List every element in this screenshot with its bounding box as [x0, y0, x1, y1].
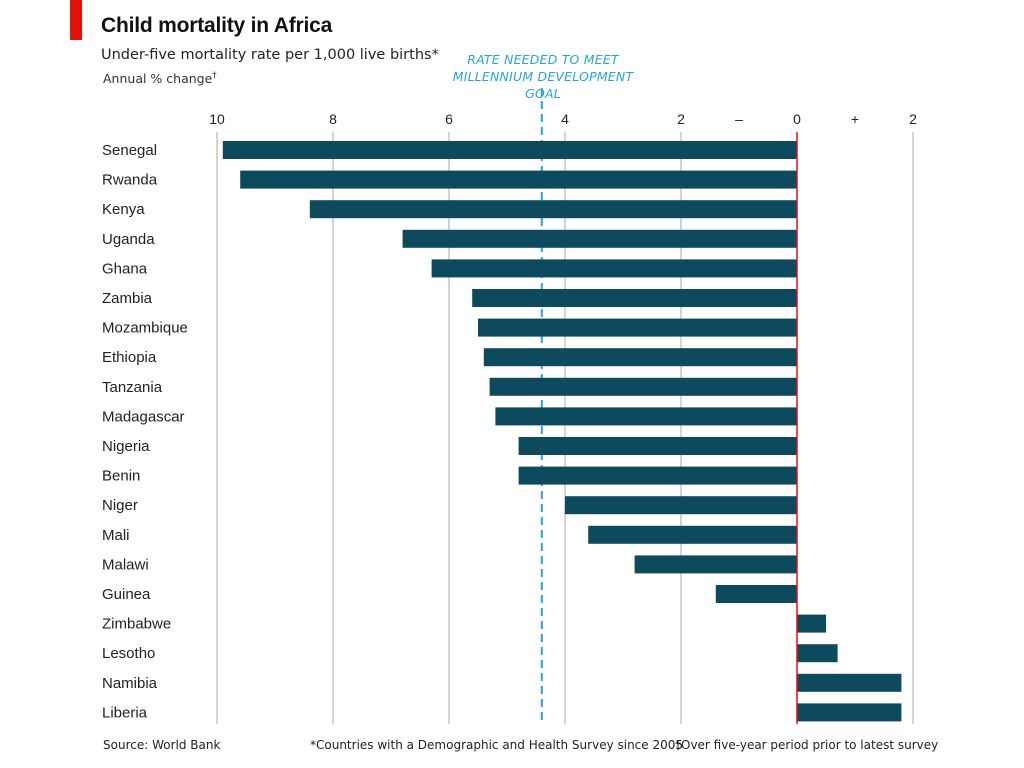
x-tick-label: – [735, 111, 743, 127]
category-label: Mozambique [102, 320, 188, 337]
x-tick-label: 8 [329, 111, 337, 127]
category-label: Senegal [102, 142, 157, 159]
category-label: Tanzania [102, 379, 163, 396]
x-tick-label: 2 [677, 111, 685, 127]
category-label: Madagascar [102, 408, 185, 425]
bar [402, 229, 797, 248]
bar [222, 141, 798, 159]
category-label: Zambia [102, 290, 153, 307]
x-tick-label: + [851, 111, 859, 127]
goal-annotation-line-1: RATE NEEDED TO MEET [467, 52, 619, 67]
bar [797, 673, 902, 692]
survey-footnote: *Countries with a Demographic and Health… [310, 738, 684, 752]
measure-footnote-mark: † [212, 71, 217, 81]
category-label: Rwanda [102, 172, 158, 189]
category-label: Namibia [102, 675, 158, 692]
measure-label: Annual % change [103, 71, 213, 87]
category-label: Lesotho [102, 645, 155, 662]
chart-measure: Annual % change† [103, 71, 217, 86]
bar [483, 348, 797, 367]
category-label: Uganda [102, 231, 155, 248]
bar [489, 377, 797, 396]
chart-title: Child mortality in Africa [101, 14, 333, 37]
category-label: Benin [102, 468, 140, 485]
category-label: Liberia [102, 704, 148, 721]
bar [240, 170, 797, 189]
category-label: Mali [102, 527, 130, 544]
bar [634, 555, 797, 574]
bar [588, 525, 797, 544]
source-note: Source: World Bank [103, 738, 221, 752]
bar [431, 259, 797, 278]
x-tick-label: 6 [445, 111, 453, 127]
category-label: Guinea [102, 586, 151, 603]
x-tick-label: 2 [909, 111, 917, 127]
chart-subtitle: Under-five mortality rate per 1,000 live… [101, 47, 439, 63]
bar [565, 496, 797, 515]
goal-annotation-line-2: MILLENNIUM DEVELOPMENT GOAL [452, 69, 634, 101]
category-label: Nigeria [102, 438, 150, 455]
category-label: Zimbabwe [102, 616, 171, 633]
goal-annotation: RATE NEEDED TO MEET MILLENNIUM DEVELOPME… [440, 51, 646, 102]
bar [518, 437, 797, 455]
category-label: Kenya [102, 201, 145, 218]
category-label: Niger [102, 497, 138, 514]
category-label: Ghana [102, 260, 148, 277]
x-tick-label: 0 [793, 111, 801, 127]
bar [715, 585, 797, 603]
bar [797, 614, 826, 633]
bar [518, 466, 797, 485]
brand-accent-tag [70, 0, 82, 40]
bar [472, 289, 797, 307]
bar [797, 644, 838, 663]
bar [797, 703, 902, 722]
period-footnote: †Over five-year period prior to latest s… [675, 738, 939, 752]
bar [309, 200, 797, 219]
x-tick-label: 4 [561, 111, 569, 127]
x-tick-label: 10 [209, 111, 225, 127]
bar [478, 318, 797, 337]
bar [495, 407, 797, 426]
category-label: Ethiopia [102, 349, 157, 366]
category-label: Malawi [102, 556, 149, 573]
